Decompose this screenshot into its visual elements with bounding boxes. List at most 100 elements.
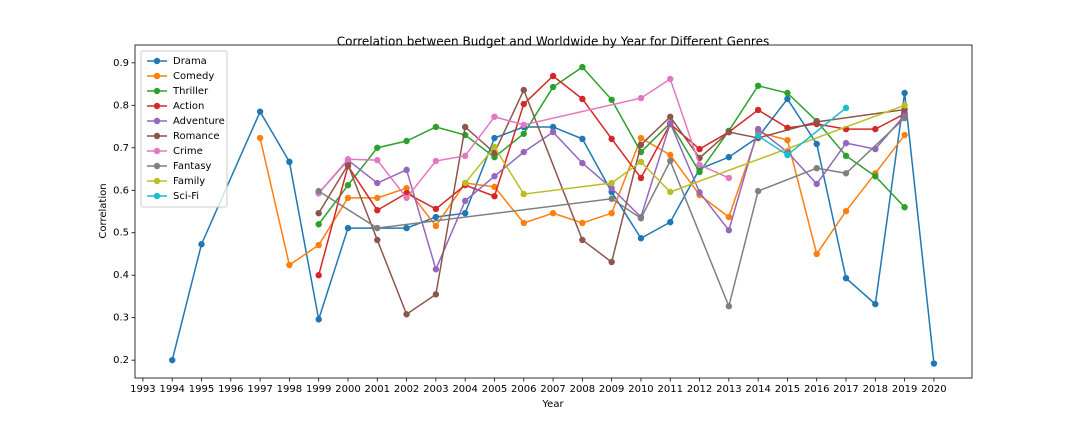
point [579,63,586,71]
legend-label: Romance [173,131,219,142]
point [667,157,674,165]
legend-marker [153,117,161,125]
point [432,205,440,213]
point [901,89,908,97]
y-tick-label: 0.3 [113,313,129,324]
x-tick-label: 1995 [189,384,214,395]
x-tick-label: 2001 [365,384,390,395]
point [754,125,762,133]
point [403,224,410,232]
point [344,194,352,202]
point [901,204,908,211]
point [315,221,322,228]
x-tick-label: 2005 [482,384,507,395]
point [520,219,527,227]
point [608,179,615,187]
legend-marker [153,72,161,80]
point [725,303,733,310]
x-tick-label: 2002 [394,384,419,395]
point [403,184,410,192]
point [549,209,557,217]
x-tick-label: 2018 [863,384,888,395]
point [520,121,527,129]
point [374,179,381,187]
point [344,224,352,232]
point [696,189,703,196]
point [637,158,645,166]
point [432,222,440,230]
legend-box [140,50,228,208]
x-tick-label: 1997 [247,384,272,395]
point [315,209,322,217]
x-axis-title: Year [541,399,564,410]
point [637,235,645,242]
point [784,136,791,144]
point [637,94,645,102]
point [520,190,527,198]
x-tick-label: 2020 [921,384,946,395]
legend-label: Thriller [172,86,209,97]
legend-label: Action [173,101,204,112]
point [842,207,850,215]
point [842,139,850,147]
point [813,118,820,126]
point [579,135,586,143]
point [754,187,762,195]
y-tick-label: 0.4 [113,270,129,281]
point [432,291,440,298]
point [754,132,762,140]
x-tick-label: 2019 [892,384,917,395]
point [403,194,410,202]
point [432,213,440,221]
point [637,174,645,182]
point [696,161,703,168]
plot-frame [134,44,973,379]
point [286,261,293,269]
point [842,274,850,282]
x-tick-label: 2013 [716,384,741,395]
point [374,194,381,202]
point [344,161,352,168]
point [461,152,469,160]
legend-label: Drama [173,56,207,67]
legend-marker [153,57,161,65]
legend-label: Comedy [173,71,214,82]
point [696,145,703,153]
point [579,219,586,227]
point [374,224,381,232]
point [491,173,498,180]
point [256,108,264,115]
y-tick-label: 0.2 [113,355,129,366]
legend-marker [153,177,161,185]
y-tick-label: 0.8 [113,100,129,111]
chart-title: Correlation between Budget and Worldwide… [337,35,769,49]
legend-label: Family [173,176,205,187]
series-line [317,75,905,276]
point [813,180,820,188]
point [198,241,205,248]
point [637,134,645,142]
point [491,134,498,142]
point [432,123,440,131]
point [315,272,322,279]
point [784,89,791,97]
point [667,113,674,120]
point [842,104,850,112]
point [403,166,410,174]
point [549,128,557,136]
point [667,75,674,83]
x-tick-label: 2014 [745,384,770,395]
x-tick-label: 1998 [277,384,302,395]
point [901,102,908,109]
x-tick-label: 1993 [130,384,155,395]
point [520,130,527,137]
legend-label: Sci-Fi [173,191,199,202]
x-tick-label: 2008 [570,384,595,395]
point [315,316,322,323]
point [549,83,557,91]
point [579,95,586,103]
legend-label: Fantasy [173,161,212,172]
point [491,183,498,191]
x-tick-label: 1994 [159,384,184,395]
